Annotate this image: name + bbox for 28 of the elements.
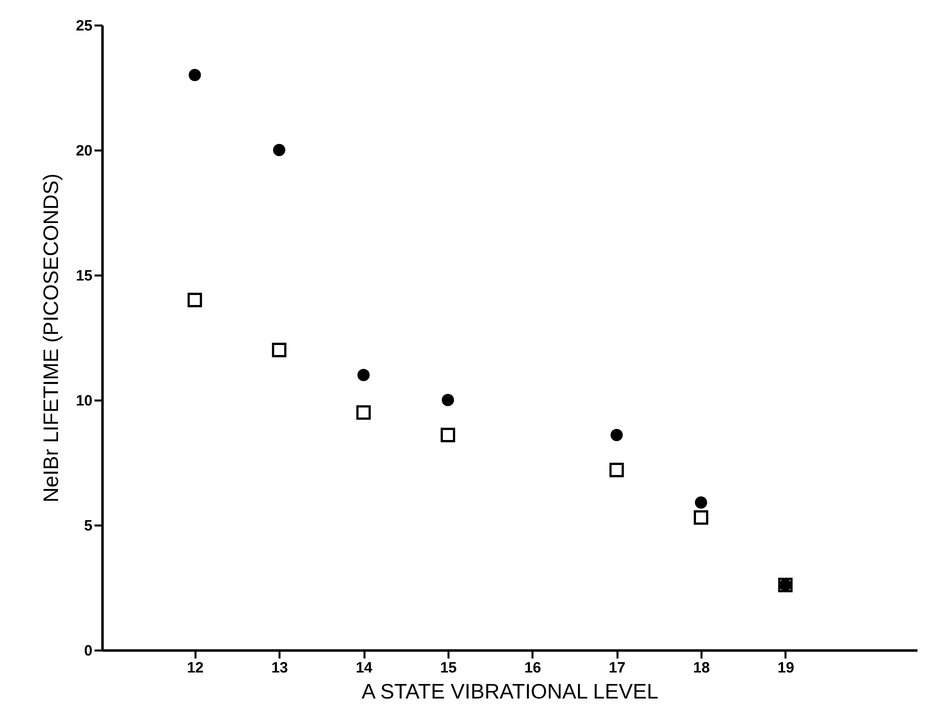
point	[694, 496, 708, 509]
point	[188, 292, 202, 308]
x-tick-label: 13	[271, 660, 288, 676]
y-tick-label: 5	[84, 518, 92, 534]
y-tick-label: 25	[76, 18, 92, 34]
x-tick-label: 17	[608, 660, 626, 676]
x-tick-label: 18	[693, 660, 710, 676]
point	[188, 68, 201, 82]
x-tick-label: 16	[524, 660, 542, 676]
point	[357, 368, 370, 382]
x-tick-label: 14	[356, 660, 374, 676]
y-tick-label: 15	[76, 268, 92, 284]
y-tick-label: 0	[84, 642, 92, 660]
point	[356, 405, 371, 420]
y-tick-label: 20	[76, 142, 92, 160]
point	[273, 144, 286, 156]
y-axis-title: NeIBr LIFETIME (PICOSECONDS)	[40, 173, 63, 503]
point	[442, 394, 454, 406]
point	[610, 428, 623, 442]
x-tick-label: 19	[778, 660, 794, 676]
x-tick-label: 15	[440, 660, 457, 676]
point	[609, 462, 624, 478]
y-tick-label: 10	[76, 392, 92, 410]
x-axis-title: A STATE VIBRATIONAL LEVEL	[362, 680, 658, 704]
x-tick-label: 12	[186, 660, 204, 676]
point	[272, 342, 286, 358]
point	[694, 510, 708, 525]
point	[440, 428, 456, 442]
